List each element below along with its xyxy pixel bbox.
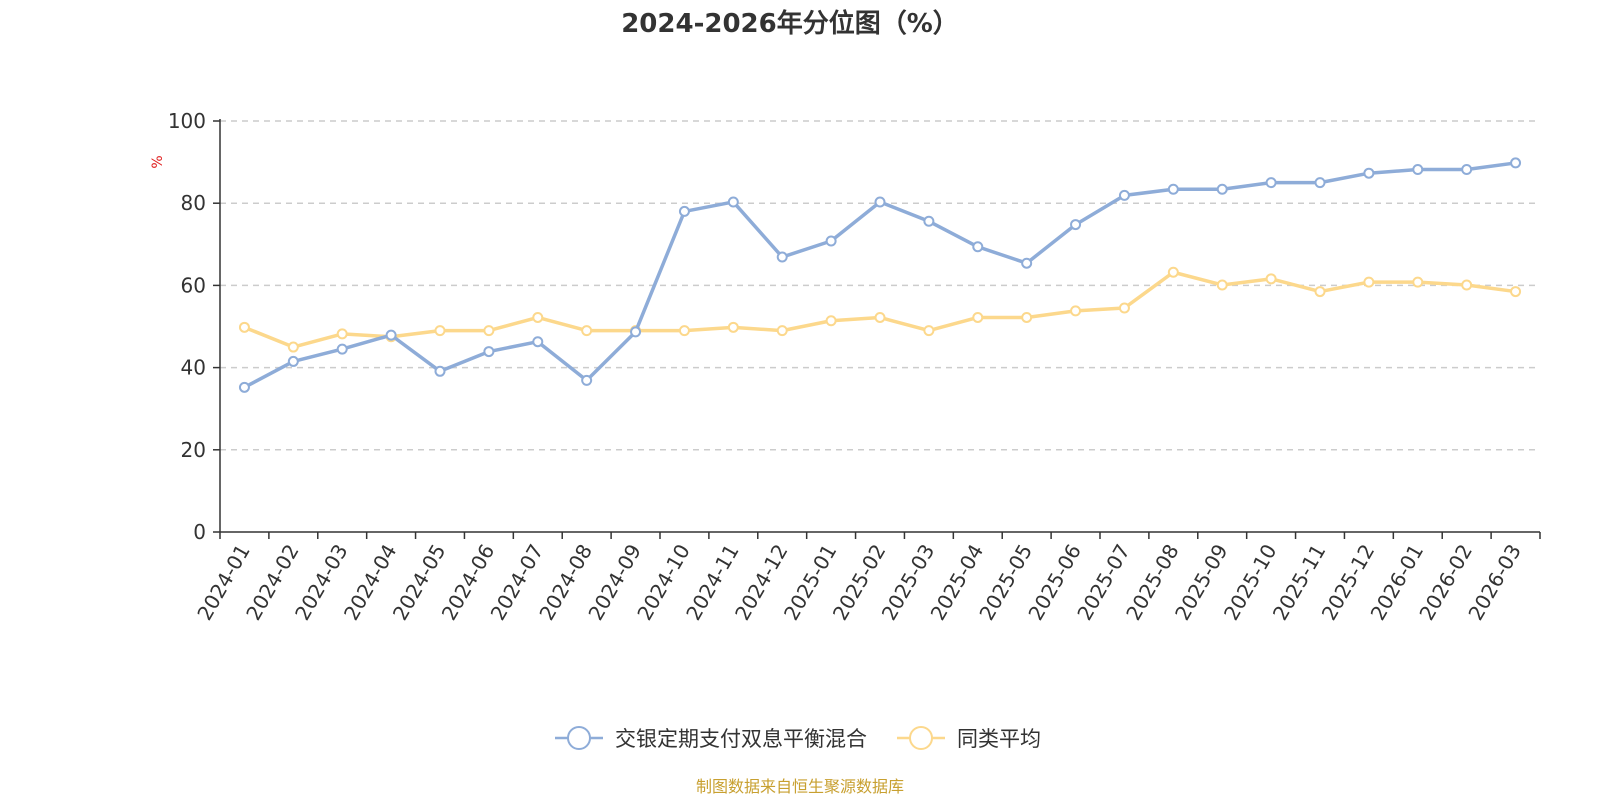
legend-item-1[interactable]: 同类平均 bbox=[897, 726, 1041, 751]
data-point[interactable] bbox=[678, 205, 690, 217]
data-point[interactable] bbox=[678, 325, 690, 337]
data-point[interactable] bbox=[972, 241, 984, 253]
data-point[interactable] bbox=[1216, 183, 1228, 195]
data-point[interactable] bbox=[1510, 286, 1522, 298]
series-lines bbox=[238, 157, 1522, 393]
legend-circle-icon bbox=[567, 726, 591, 750]
y-tick-label: 20 bbox=[181, 438, 206, 462]
data-point[interactable] bbox=[1021, 257, 1033, 269]
data-point[interactable] bbox=[483, 325, 495, 337]
grid-lines bbox=[220, 120, 1540, 451]
legend-item-0[interactable]: 交银定期支付双息平衡混合 bbox=[555, 726, 867, 751]
data-point[interactable] bbox=[1412, 163, 1424, 175]
legend-label: 交银定期支付双息平衡混合 bbox=[615, 727, 867, 751]
data-source-note: 制图数据来自恒生聚源数据库 bbox=[696, 777, 904, 796]
data-point[interactable] bbox=[1167, 266, 1179, 278]
y-tick-labels: 0 20 40 60 80 100 bbox=[168, 109, 206, 544]
data-point[interactable] bbox=[1461, 163, 1473, 175]
axes bbox=[213, 119, 1541, 539]
data-point[interactable] bbox=[532, 311, 544, 323]
data-point[interactable] bbox=[727, 196, 739, 208]
data-point[interactable] bbox=[923, 215, 935, 227]
data-point[interactable] bbox=[581, 374, 593, 386]
data-point[interactable] bbox=[825, 315, 837, 327]
data-point[interactable] bbox=[825, 235, 837, 247]
y-tick-label: 80 bbox=[181, 191, 206, 215]
data-point[interactable] bbox=[287, 355, 299, 367]
data-point[interactable] bbox=[1167, 183, 1179, 195]
data-point[interactable] bbox=[1510, 157, 1522, 169]
data-point[interactable] bbox=[1314, 286, 1326, 298]
data-point[interactable] bbox=[1070, 305, 1082, 317]
data-point[interactable] bbox=[923, 325, 935, 337]
data-point[interactable] bbox=[483, 346, 495, 358]
data-point[interactable] bbox=[630, 326, 642, 338]
series-1 bbox=[238, 266, 1522, 353]
series-line bbox=[242, 270, 1518, 349]
data-point[interactable] bbox=[1070, 219, 1082, 231]
data-point[interactable] bbox=[972, 311, 984, 323]
data-point[interactable] bbox=[336, 343, 348, 355]
data-point[interactable] bbox=[1412, 276, 1424, 288]
data-point[interactable] bbox=[336, 328, 348, 340]
legend[interactable]: 交银定期支付双息平衡混合 同类平均 bbox=[555, 726, 1041, 751]
y-axis-unit-label: % bbox=[150, 155, 166, 168]
y-tick-label: 0 bbox=[193, 520, 206, 544]
legend-label: 同类平均 bbox=[957, 727, 1041, 751]
data-point[interactable] bbox=[238, 381, 250, 393]
data-point[interactable] bbox=[287, 341, 299, 353]
data-point[interactable] bbox=[776, 251, 788, 263]
data-point[interactable] bbox=[238, 321, 250, 333]
x-tick-labels: 2024-012024-022024-032024-042024-052024-… bbox=[192, 540, 1526, 624]
data-point[interactable] bbox=[385, 329, 397, 341]
chart-title: 2024-2026年分位图（%） bbox=[621, 8, 959, 39]
data-point[interactable] bbox=[1265, 177, 1277, 189]
data-point[interactable] bbox=[874, 311, 886, 323]
data-point[interactable] bbox=[1363, 167, 1375, 179]
data-point[interactable] bbox=[434, 325, 446, 337]
data-point[interactable] bbox=[581, 325, 593, 337]
y-tick-label: 100 bbox=[168, 109, 206, 133]
data-point[interactable] bbox=[532, 336, 544, 348]
data-point[interactable] bbox=[727, 321, 739, 333]
legend-circle-icon bbox=[909, 726, 933, 750]
series-0 bbox=[238, 157, 1522, 393]
data-point[interactable] bbox=[874, 196, 886, 208]
data-point[interactable] bbox=[1021, 311, 1033, 323]
data-point[interactable] bbox=[1118, 302, 1130, 314]
data-point[interactable] bbox=[776, 325, 788, 337]
data-point[interactable] bbox=[1461, 279, 1473, 291]
data-point[interactable] bbox=[1216, 279, 1228, 291]
data-point[interactable] bbox=[1265, 273, 1277, 285]
data-point[interactable] bbox=[1118, 189, 1130, 201]
y-tick-label: 60 bbox=[181, 273, 206, 297]
y-tick-label: 40 bbox=[181, 356, 206, 380]
data-point[interactable] bbox=[434, 365, 446, 377]
data-point[interactable] bbox=[1363, 276, 1375, 288]
data-point[interactable] bbox=[1314, 177, 1326, 189]
